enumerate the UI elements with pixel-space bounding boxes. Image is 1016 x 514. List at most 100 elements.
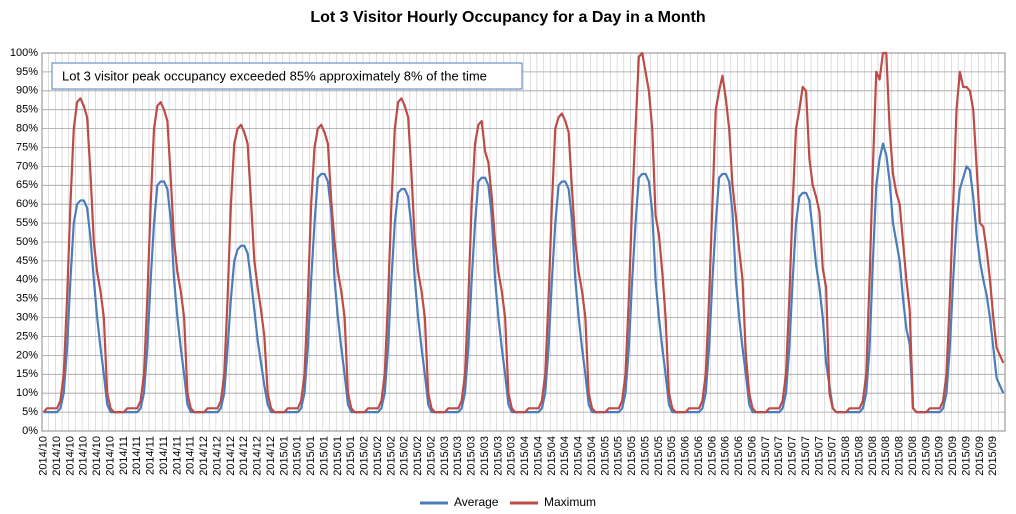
- y-tick-label: 95%: [16, 66, 38, 78]
- x-tick-label: 2015/03: [439, 436, 451, 476]
- x-tick-label: 2015/05: [613, 436, 625, 476]
- x-tick-label: 2015/03: [492, 436, 504, 476]
- legend-label: Average: [454, 495, 499, 509]
- x-tick-label: 2015/06: [693, 436, 705, 476]
- x-tick-label: 2015/02: [385, 436, 397, 476]
- y-tick-label: 0%: [22, 425, 38, 437]
- annotation-box: [51, 62, 523, 90]
- legend-label: Maximum: [544, 495, 596, 509]
- x-tick-label: 2014/11: [171, 436, 183, 475]
- y-tick-label: 75%: [16, 141, 38, 153]
- series-line: [42, 51, 1005, 414]
- x-tick-label: 2015/08: [907, 436, 919, 476]
- x-tick-label: 2015/07: [813, 436, 825, 476]
- y-tick-label: 100%: [10, 47, 38, 59]
- y-tick-label: 65%: [16, 179, 38, 191]
- x-tick-label: 2014/12: [265, 436, 277, 476]
- x-tick-label: 2014/10: [104, 436, 116, 476]
- x-tick-label: 2015/07: [827, 436, 839, 476]
- y-tick-label: 40%: [16, 274, 38, 286]
- x-tick-label: 2015/04: [546, 436, 558, 476]
- x-tick-label: 2015/04: [573, 436, 585, 476]
- x-tick-label: 2015/05: [666, 436, 678, 476]
- x-tick-label: 2015/03: [506, 436, 518, 476]
- y-tick-label: 85%: [16, 104, 38, 116]
- x-tick-label: 2015/01: [345, 436, 357, 476]
- x-tick-label: 2015/01: [332, 436, 344, 476]
- y-tick-label: 70%: [16, 160, 38, 172]
- annotation: Lot 3 visitor peak occupancy exceeded 85…: [62, 68, 487, 83]
- x-tick-label: 2015/07: [800, 436, 812, 476]
- x-tick-label: 2015/09: [934, 436, 946, 476]
- x-tick-label: 2015/02: [359, 436, 371, 476]
- x-tick-label: 2015/06: [680, 436, 692, 476]
- x-tick-label: 2014/10: [78, 436, 90, 476]
- x-tick-label: 2015/01: [278, 436, 290, 476]
- x-tick-label: 2015/03: [466, 436, 478, 476]
- y-tick-label: 60%: [16, 198, 38, 210]
- x-tick-label: 2015/07: [787, 436, 799, 476]
- x-tick-label: 2015/02: [412, 436, 424, 476]
- y-tick-label: 30%: [16, 312, 38, 324]
- x-tick-label: 2015/06: [720, 436, 732, 476]
- x-tick-label: 2015/09: [987, 436, 999, 476]
- x-tick-label: 2015/02: [425, 436, 437, 476]
- x-tick-label: 2014/12: [225, 436, 237, 476]
- x-tick-label: 2014/12: [238, 436, 250, 476]
- y-tick-label: 25%: [16, 330, 38, 342]
- x-tick-label: 2014/12: [198, 436, 210, 476]
- x-tick-label: 2015/08: [867, 436, 879, 476]
- x-tick-label: 2015/01: [305, 436, 317, 476]
- chart-title: Lot 3 Visitor Hourly Occupancy for a Day…: [310, 9, 705, 26]
- x-tick-label: 2015/09: [960, 436, 972, 476]
- y-tick-label: 55%: [16, 217, 38, 229]
- x-tick-label: 2014/11: [145, 436, 157, 475]
- x-tick-label: 2015/04: [532, 436, 544, 476]
- x-tick-label: 2015/04: [519, 436, 531, 476]
- x-tick-label: 2015/04: [586, 436, 598, 476]
- x-tick-label: 2014/11: [158, 436, 170, 475]
- x-tick-label: 2014/12: [211, 436, 223, 476]
- y-tick-label: 5%: [22, 406, 38, 418]
- x-tick-label: 2015/08: [880, 436, 892, 476]
- x-tick-label: 2015/03: [479, 436, 491, 476]
- x-tick-label: 2015/01: [318, 436, 330, 476]
- x-tick-label: 2015/09: [947, 436, 959, 476]
- y-tick-label: 45%: [16, 255, 38, 267]
- x-tick-label: 2014/10: [38, 436, 50, 476]
- y-tick-label: 15%: [16, 368, 38, 380]
- x-tick-label: 2014/10: [64, 436, 76, 476]
- x-tick-label: 2015/06: [733, 436, 745, 476]
- x-tick-label: 2014/10: [91, 436, 103, 476]
- x-tick-label: 2015/08: [894, 436, 906, 476]
- x-tick-label: 2015/07: [760, 436, 772, 476]
- x-tick-label: 2014/10: [51, 436, 63, 476]
- x-tick-label: 2015/07: [773, 436, 785, 476]
- x-tick-label: 2014/11: [131, 436, 143, 475]
- x-tick-label: 2015/06: [746, 436, 758, 476]
- x-tick-label: 2015/03: [452, 436, 464, 476]
- x-tick-label: 2015/02: [372, 436, 384, 476]
- x-tick-label: 2014/11: [118, 436, 130, 475]
- x-tick-label: 2015/05: [653, 436, 665, 476]
- x-tick-label: 2015/02: [399, 436, 411, 476]
- x-tick-label: 2015/06: [706, 436, 718, 476]
- plot-border: [41, 52, 1006, 432]
- x-tick-label: 2014/12: [252, 436, 264, 476]
- x-tick-label: 2015/05: [639, 436, 651, 476]
- y-tick-label: 35%: [16, 293, 38, 305]
- x-tick-label: 2015/08: [853, 436, 865, 476]
- x-tick-label: 2014/11: [185, 436, 197, 475]
- y-tick-label: 80%: [16, 123, 38, 135]
- y-tick-label: 10%: [16, 387, 38, 399]
- y-tick-label: 50%: [16, 236, 38, 248]
- x-tick-label: 2015/09: [974, 436, 986, 476]
- x-tick-label: 2015/05: [626, 436, 638, 476]
- x-tick-label: 2015/08: [840, 436, 852, 476]
- y-tick-label: 20%: [16, 349, 38, 361]
- x-tick-label: 2015/04: [559, 436, 571, 476]
- x-tick-label: 2015/09: [920, 436, 932, 476]
- y-tick-label: 90%: [16, 85, 38, 97]
- x-tick-label: 2015/01: [292, 436, 304, 476]
